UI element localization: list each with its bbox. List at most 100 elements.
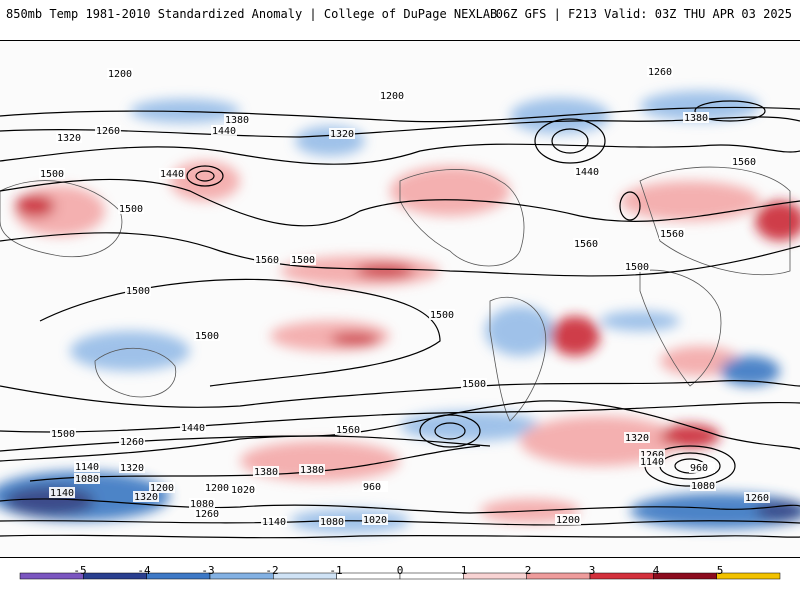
- contour-label-bg: [50, 428, 76, 439]
- contour-label: 1380: [684, 113, 708, 124]
- contour-label-bg: [659, 228, 685, 239]
- coastlines: [0, 166, 791, 422]
- contour-label-bg: [379, 90, 405, 101]
- contour-label-bg: [362, 481, 388, 492]
- contour-label-bg: [362, 514, 388, 525]
- contour-label-bg: [39, 168, 65, 179]
- contour-label: 1560: [732, 157, 756, 168]
- contour-label-bg: [683, 112, 709, 123]
- contour-label: 1500: [462, 379, 486, 390]
- contour-label-bg: [574, 166, 600, 177]
- contour-label: 1500: [126, 286, 150, 297]
- contour-label-bg: [56, 132, 82, 143]
- contour-label: 1380: [254, 467, 278, 478]
- contour-label-bg: [107, 68, 133, 79]
- colorbar-tick-label: 0: [396, 564, 404, 577]
- colorbar-segment: [463, 572, 527, 580]
- colorbar-tick-label: 3: [588, 564, 596, 577]
- colorbar-segment: [589, 572, 654, 580]
- contour-label: 960: [690, 463, 708, 474]
- contour-label: 1440: [160, 169, 184, 180]
- contour-label-bg: [624, 261, 650, 272]
- contour-label-bg: [230, 484, 256, 495]
- contour-label-bg: [149, 482, 175, 493]
- colorbar-segment: [526, 572, 591, 580]
- height-contours: [0, 100, 800, 539]
- contour-label: 1500: [625, 262, 649, 273]
- colorbar-segment: [336, 572, 401, 580]
- contour-label: 1200: [150, 483, 174, 494]
- contour-label-bg: [204, 482, 230, 493]
- contour-label-bg: [194, 330, 220, 341]
- contour-label-bg: [624, 432, 650, 443]
- contour-label-bg: [461, 378, 487, 389]
- contour-label: 1080: [691, 481, 715, 492]
- contour-label: 1140: [262, 517, 286, 528]
- colorbar-segment: [399, 572, 464, 580]
- colorbar-tick-label: 1: [460, 564, 468, 577]
- contour-label: 1200: [380, 91, 404, 102]
- contour-label: 1320: [330, 129, 354, 140]
- contour-label-bg: [74, 473, 100, 484]
- contour-label-bg: [319, 516, 345, 527]
- contour-label: 1260: [745, 493, 769, 504]
- contour-label-bg: [299, 464, 325, 475]
- contour-label: 1020: [231, 485, 255, 496]
- contour-label-bg: [180, 422, 206, 433]
- contour-label-bg: [261, 516, 287, 527]
- contour-label-bg: [254, 254, 280, 265]
- contour-label: 1080: [320, 517, 344, 528]
- contour-label-bg: [329, 128, 355, 139]
- contour-label-bg: [125, 285, 151, 296]
- contour-label: 1260: [96, 126, 120, 137]
- contour-label: 1560: [336, 425, 360, 436]
- colorbar-strip: [19, 572, 781, 580]
- colorbar-tick-label: -4: [137, 564, 151, 577]
- colorbar: -5 -4 -3 -2 -1 0 1 2 3 4 5: [0, 564, 800, 600]
- contour-label: 1200: [556, 515, 580, 526]
- contour-label: 1500: [119, 204, 143, 215]
- contour-label: 1320: [134, 492, 158, 503]
- contour-label: 960: [363, 482, 381, 493]
- colorbar-tick-label: 4: [652, 564, 660, 577]
- map-panel: 1200 1200 1260 1260 1320 1320 1380 1380 1440 1440…: [0, 40, 800, 558]
- contour-label: 1080: [190, 499, 214, 510]
- contour-label-bg: [95, 125, 121, 136]
- colorbar-tick-label: -1: [329, 564, 343, 577]
- contour-label-bg: [224, 114, 250, 125]
- colorbar-tick-label: -3: [201, 564, 215, 577]
- contour-label: 1560: [660, 229, 684, 240]
- contour-label: 1500: [51, 429, 75, 440]
- contour-label-bg: [290, 254, 316, 265]
- contour-label: 1260: [195, 509, 219, 520]
- contour-label-bg: [731, 156, 757, 167]
- contour-label: 1140: [50, 488, 74, 499]
- contour-label: 1380: [300, 465, 324, 476]
- contour-label: 1260: [640, 450, 664, 461]
- colorbar-tick-label: 5: [716, 564, 724, 577]
- contour-label-bg: [118, 203, 144, 214]
- contour-label: 1320: [120, 463, 144, 474]
- contour-label: 1140: [75, 462, 99, 473]
- contour-label-bg: [194, 508, 220, 519]
- contour-label: 1200: [205, 483, 229, 494]
- contour-label: 1380: [225, 115, 249, 126]
- contour-label-bg: [133, 491, 159, 502]
- header: 850mb Temp 1981-2010 Standardized Anomal…: [0, 0, 800, 30]
- contour-label: 1320: [57, 133, 81, 144]
- contour-label-bg: [189, 498, 215, 509]
- contour-label: 1440: [575, 167, 599, 178]
- colorbar-segment: [716, 572, 781, 580]
- contour-label: 1560: [255, 255, 279, 266]
- contour-label: 1500: [40, 169, 64, 180]
- run-info: 06Z GFS | F213 Valid: 03Z THU APR 03 202…: [495, 7, 792, 21]
- colorbar-tick-label: -5: [73, 564, 87, 577]
- contour-label-bg: [429, 309, 455, 320]
- contour-label-bg: [647, 66, 673, 77]
- contour-label-bg: [253, 466, 279, 477]
- colorbar-tick-label: 2: [524, 564, 532, 577]
- contour-label-bg: [639, 449, 665, 460]
- contour-label: 1440: [212, 126, 236, 137]
